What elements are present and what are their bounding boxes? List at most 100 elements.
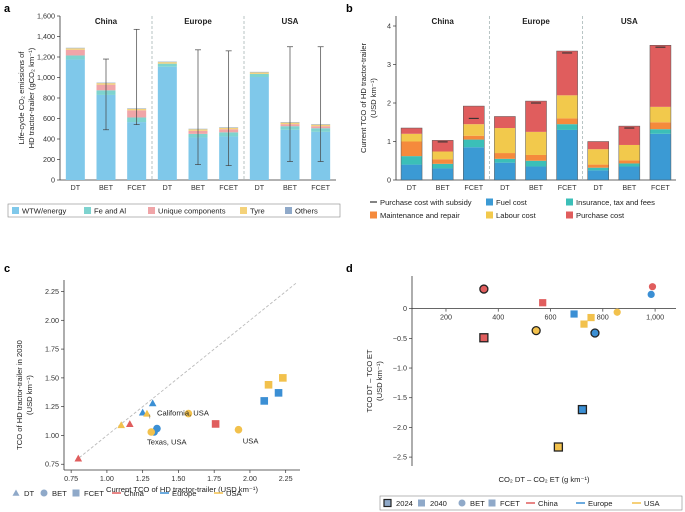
c-y-tick-label: 1.75 (45, 345, 59, 354)
d-point (580, 320, 588, 328)
b-y-tick-label: 3 (387, 60, 391, 69)
c-point (125, 420, 134, 427)
a-bar-segment (65, 47, 85, 49)
a-bar-segment (65, 49, 85, 56)
b-bar-segment (556, 51, 578, 96)
c-x-tick-label: 1.00 (100, 474, 114, 483)
b-legend-swatch (486, 211, 493, 219)
b-bar-segment (649, 122, 671, 130)
b-bar-segment (556, 118, 578, 125)
a-bar-segment (157, 66, 177, 180)
b-group-label: China (432, 17, 455, 26)
a-x-tick-label: BET (283, 183, 298, 192)
c-y-tick-label: 1.00 (45, 431, 59, 440)
a-bar-segment (157, 62, 177, 64)
a-bar-segment (249, 71, 269, 73)
c-legend-label: DT (24, 489, 34, 498)
d-legend-label: 2040 (430, 499, 447, 508)
c-legend-label: FCET (84, 489, 104, 498)
panel-label-b: b (346, 3, 353, 15)
d-legend-swatch (418, 499, 425, 507)
a-x-tick-label: BET (99, 183, 114, 192)
b-legend-swatch (370, 211, 377, 219)
d-point (531, 325, 541, 336)
a-x-tick-label: FCET (311, 183, 330, 192)
a-bar-segment (249, 76, 269, 180)
c-point (211, 420, 220, 428)
a-bar-segment (249, 72, 269, 74)
b-x-tick-label: BET (529, 183, 544, 192)
b-bar-segment (618, 160, 640, 164)
a-y-tick-label: 1,200 (37, 53, 55, 62)
a-legend-swatch (12, 207, 19, 214)
d-point (577, 404, 588, 415)
a-y-tick-label: 200 (43, 155, 55, 164)
b-y-axis-label: Current TCO of HD tractor-trailer(USD km… (359, 43, 378, 153)
d-point (587, 313, 595, 322)
b-legend-swatch (566, 198, 573, 206)
b-bar-segment (432, 140, 454, 152)
d-x-tick-label: 400 (492, 313, 504, 322)
d-legend-label: FCET (500, 499, 520, 508)
panel-label-a: a (4, 3, 11, 15)
d-point (613, 308, 621, 316)
d-legend-swatch (458, 499, 466, 507)
d-x-axis-label: CO₂ DT – CO₂ ET (g km⁻¹) (498, 475, 590, 484)
b-legend-swatch (486, 198, 493, 206)
d-legend-label: China (538, 499, 559, 508)
c-y-axis-label-line: (USD km⁻¹) (25, 375, 34, 415)
b-bar-segment (618, 166, 640, 180)
b-bar-outline (618, 125, 641, 181)
b-legend-label: Purchase cost with subsidy (380, 198, 472, 207)
b-bar-outline (525, 100, 547, 181)
d-point (648, 283, 657, 291)
b-bar-segment (587, 149, 609, 165)
d-y-tick-label: −1.0 (393, 364, 407, 373)
c-y-axis-label: TCO of HD tractor-trailer in 2030(USD km… (15, 340, 34, 450)
c-point (138, 408, 147, 416)
a-bar-segment (157, 63, 177, 67)
c-parity-line (75, 281, 298, 462)
b-legend-label: Maintenance and repair (380, 211, 460, 220)
a-legend-label: Fe and Al (94, 207, 126, 216)
c-point (279, 374, 287, 382)
b-bar-outline (587, 141, 609, 181)
d-y-tick-label: 0 (403, 304, 407, 313)
b-bar-outline (400, 127, 423, 181)
b-bar-segment (649, 133, 671, 180)
d-point (553, 442, 564, 452)
c-y-tick-label: 1.50 (45, 373, 59, 382)
c-annotation: Texas, USA (147, 438, 188, 447)
b-y-tick-label: 4 (387, 22, 391, 31)
a-y-axis-label: Life-cycle CO₂ emissions ofHD tractor-tr… (17, 47, 36, 148)
d-y-tick-label: −0.5 (393, 334, 407, 343)
a-legend-swatch (84, 207, 91, 214)
a-bar-segment (249, 73, 269, 77)
b-bar-segment (525, 101, 547, 132)
a-legend-label: Unique components (158, 207, 226, 216)
b-y-axis-label-line: Current TCO of HD tractor-trailer (359, 43, 368, 153)
b-bar-segment (525, 131, 547, 155)
b-bar-segment (494, 162, 516, 180)
c-point (274, 389, 283, 397)
c-point (74, 454, 83, 462)
a-x-tick-label: FCET (127, 183, 146, 192)
c-point (148, 399, 157, 407)
b-group-label: Europe (522, 17, 550, 26)
b-bar-segment (649, 106, 671, 123)
c-x-tick-label: 1.25 (136, 474, 150, 483)
b-bar-segment (618, 126, 640, 145)
b-bar-segment (401, 133, 423, 142)
d-point (539, 299, 547, 307)
panel-d-chart: 200 400 600 800 1,000 0 −0.5 −1.0 −1.5 −2.0 −2.5 CO… (365, 276, 683, 511)
b-bar-segment (525, 160, 547, 167)
a-y-tick-label: 0 (51, 176, 55, 185)
b-bar-segment (463, 106, 485, 125)
d-y-axis-label-line: (USD km⁻¹) (375, 361, 384, 401)
d-x-tick-label: 800 (597, 313, 609, 322)
c-point (143, 409, 151, 417)
c-legend-swatch (40, 489, 48, 497)
d-point (590, 328, 600, 338)
b-bar-outline (556, 50, 578, 181)
